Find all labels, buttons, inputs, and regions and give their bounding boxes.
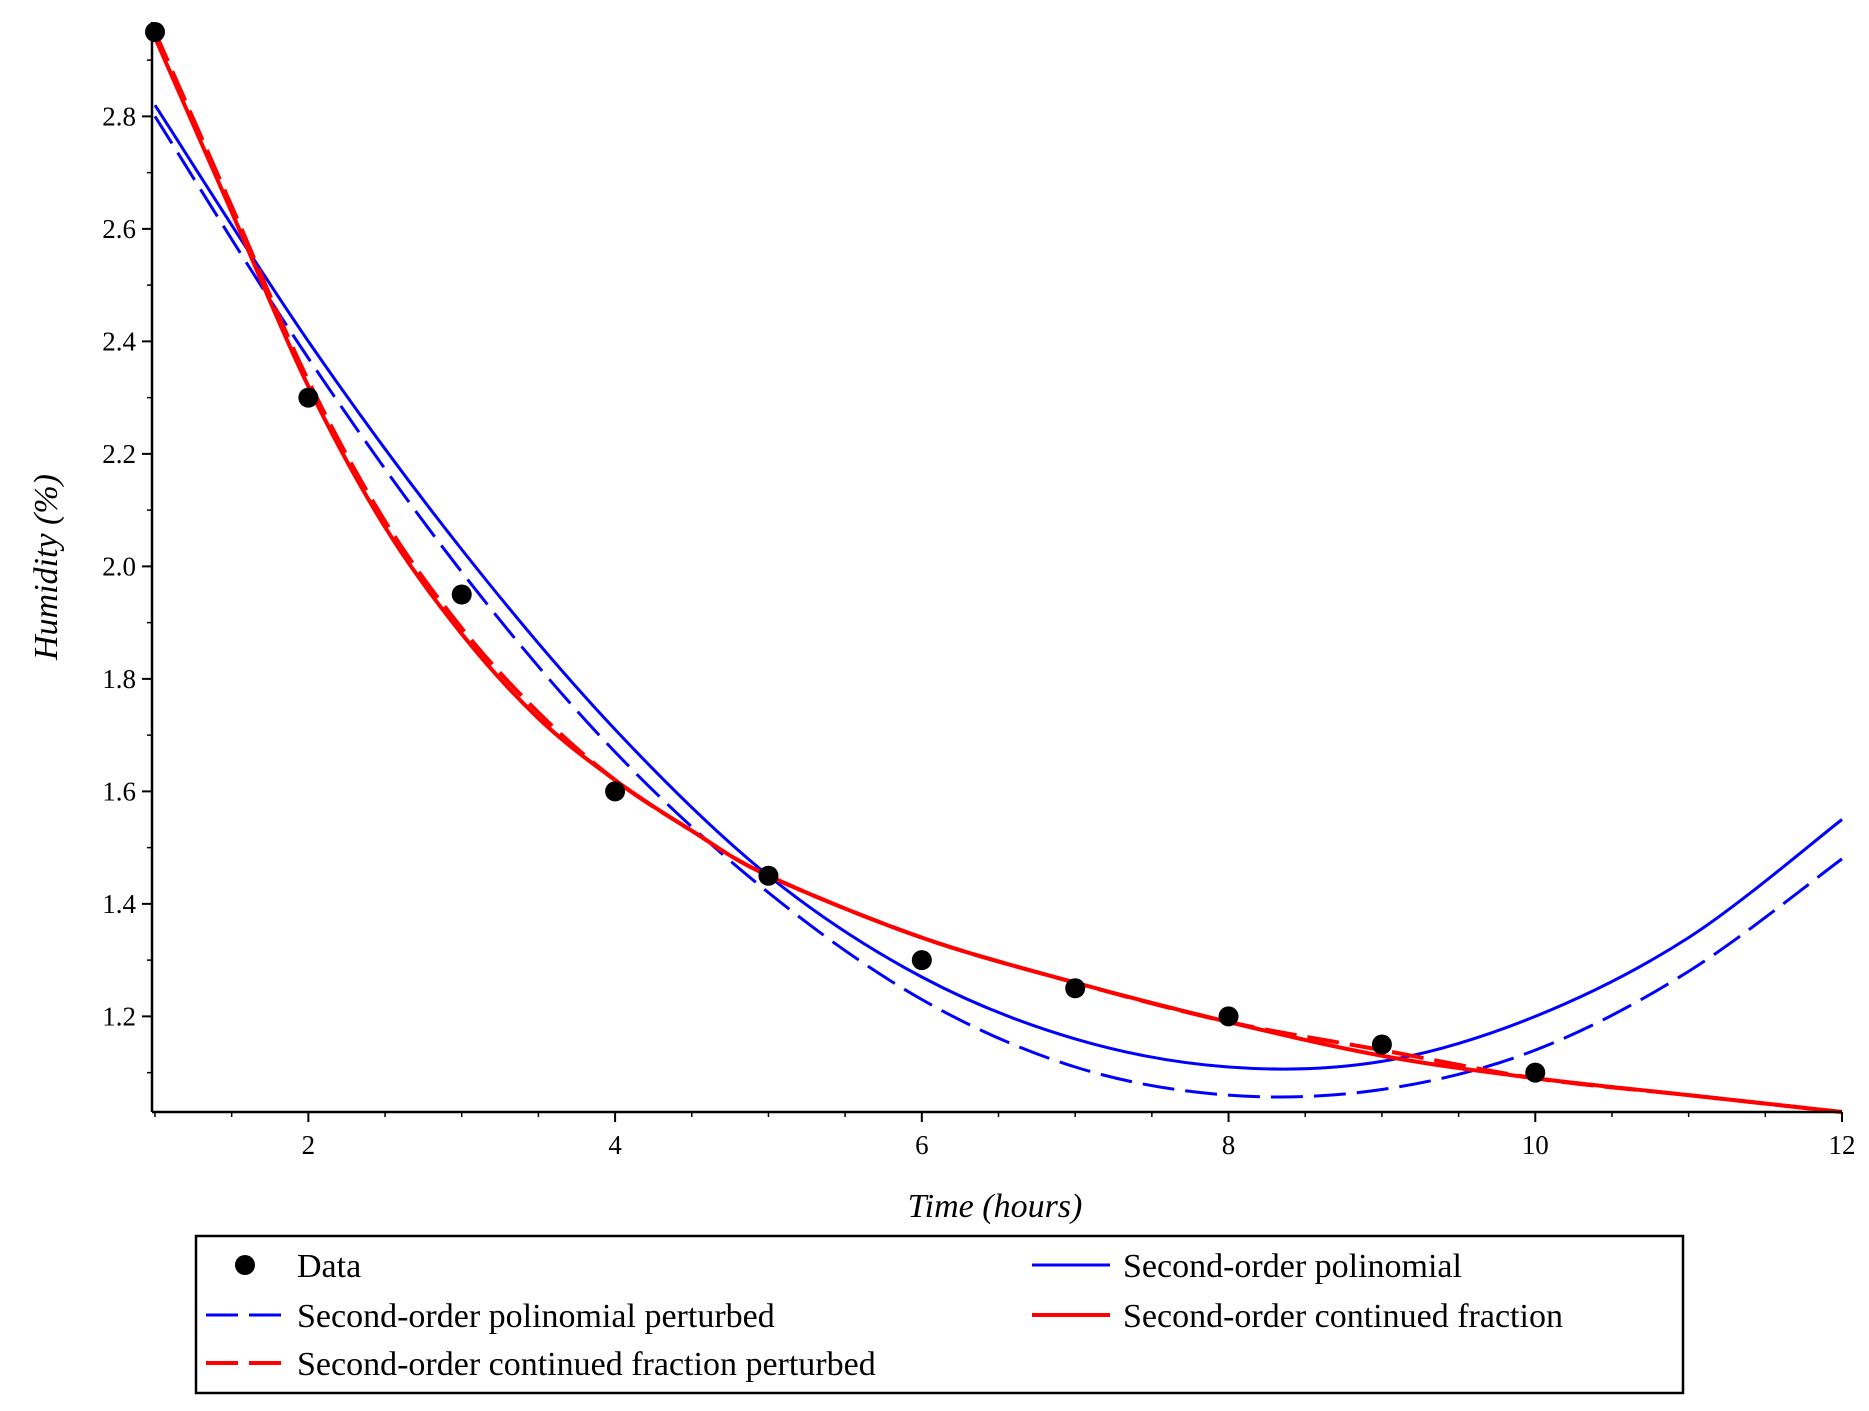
data-point [1371, 1034, 1392, 1055]
legend-entry-cf-perturbed: Second-order continued fraction perturbe… [206, 1346, 876, 1383]
x-tick-label: 2 [302, 1130, 316, 1160]
data-point [758, 865, 779, 886]
y-axis-title: Humidity (%) [28, 474, 65, 661]
legend-entry-data: Data [235, 1248, 361, 1285]
data-point [145, 22, 165, 42]
legend-entry-cf: Second-order continued fraction [1032, 1298, 1563, 1335]
legend-label-cf: Second-order continued fraction [1123, 1298, 1563, 1335]
series-line-2 [153, 115, 1843, 1099]
legend-dot-marker [235, 1255, 255, 1275]
legend-entry-poly: Second-order polinomial [1032, 1248, 1462, 1285]
x-tick-label: 6 [915, 1130, 929, 1160]
legend-label-poly-perturbed: Second-order polinomial perturbed [297, 1298, 775, 1335]
x-tick-label: 4 [608, 1130, 622, 1160]
y-tick-label: 1.4 [102, 889, 136, 919]
x-tick-label: 12 [1829, 1130, 1856, 1160]
x-axis-title: Time (hours) [908, 1188, 1083, 1225]
y-tick-label: 2.0 [102, 551, 136, 581]
x-tick-label: 8 [1222, 1130, 1236, 1160]
y-tick-label: 1.6 [102, 776, 136, 806]
legend: Data Second-order polinomial Second-orde… [194, 1234, 1685, 1395]
axes [150, 22, 1842, 1114]
series-line-4 [153, 31, 1843, 1114]
y-tick-label: 2.2 [102, 439, 136, 469]
data-point [298, 387, 319, 408]
legend-box [194, 1234, 1685, 1395]
legend-label-poly: Second-order polinomial [1123, 1248, 1462, 1285]
y-tick-label: 2.4 [102, 326, 136, 356]
y-tick-label: 1.2 [102, 1001, 136, 1031]
series-line-3 [153, 36, 1843, 1114]
data-point [451, 584, 472, 605]
y-tick-label: 2.8 [102, 101, 136, 131]
data-point [1065, 978, 1086, 999]
x-tick-label: 10 [1522, 1130, 1549, 1160]
y-tick-label: 1.8 [102, 664, 136, 694]
data-point [1218, 1006, 1239, 1027]
y-tick-label: 2.6 [102, 214, 136, 244]
data-point [605, 781, 626, 802]
plot-area [145, 22, 1843, 1114]
legend-label-cf-perturbed: Second-order continued fraction perturbe… [297, 1346, 876, 1383]
ticks: 2 4 6 8 10 12 1.2 1.4 1.6 1.8 2.0 2.2 2.4 2.6 2.8 [102, 59, 1856, 1160]
legend-label-data: Data [297, 1248, 361, 1285]
series-line-1 [153, 104, 1843, 1071]
data-point [1525, 1062, 1546, 1083]
data-point [911, 950, 932, 971]
legend-entry-poly-perturbed: Second-order polinomial perturbed [206, 1298, 775, 1335]
